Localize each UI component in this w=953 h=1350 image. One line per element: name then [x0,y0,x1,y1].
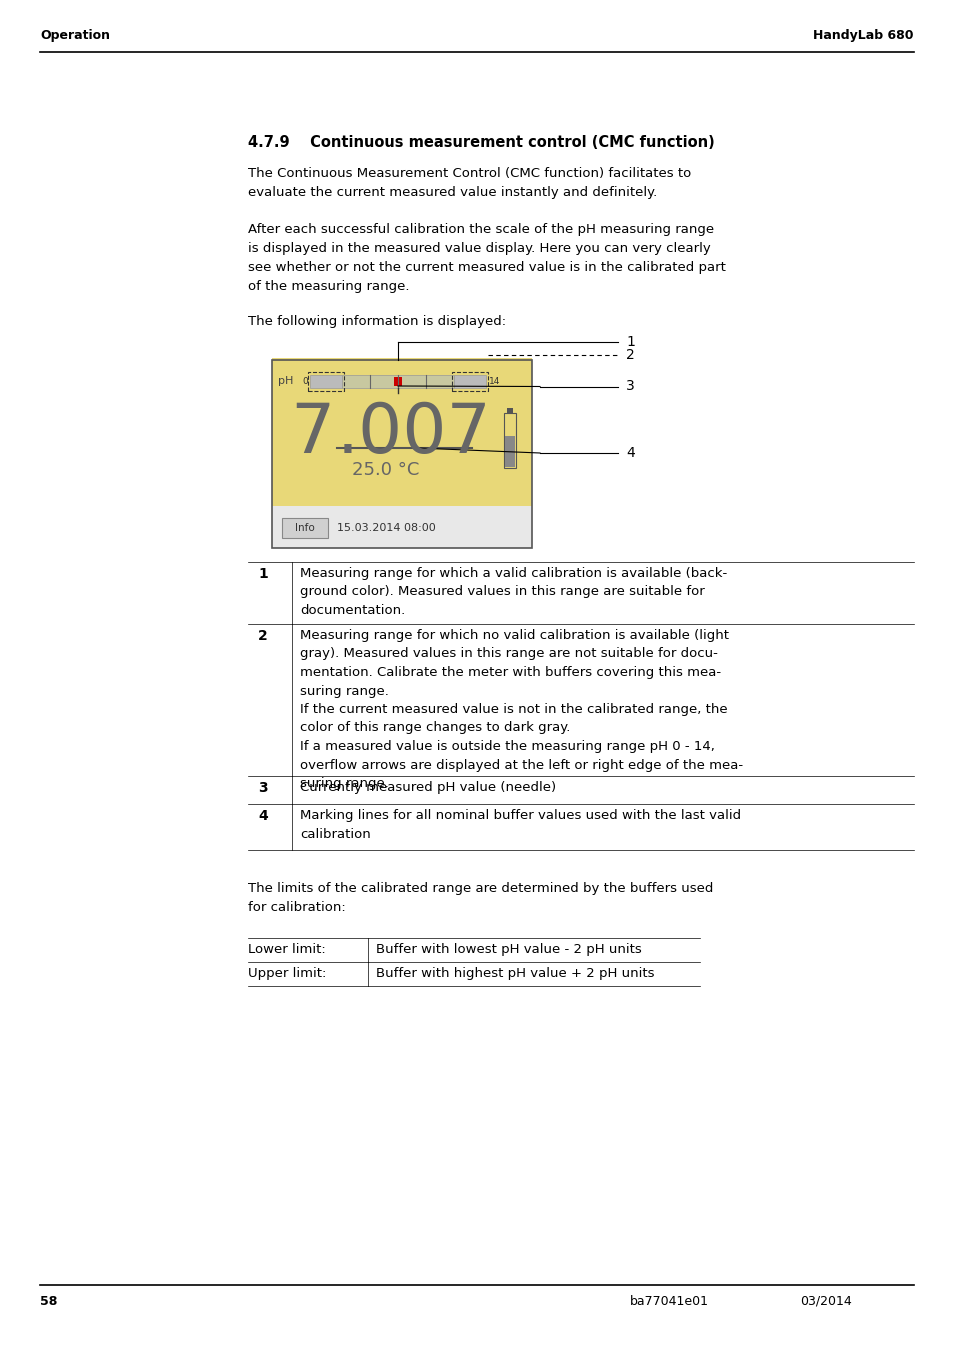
Text: Currently measured pH value (needle): Currently measured pH value (needle) [299,782,556,794]
Text: Measuring range for which a valid calibration is available (back-
ground color).: Measuring range for which a valid calibr… [299,567,726,617]
Text: 15.03.2014 08:00: 15.03.2014 08:00 [336,522,436,533]
Bar [341,375,454,387]
Text: 14: 14 [489,377,500,386]
Text: pH: pH [277,377,294,386]
Text: 1: 1 [625,335,634,350]
Text: 4: 4 [257,809,268,824]
Text: HandyLab 680: HandyLab 680 [813,28,913,42]
Text: Measuring range for which no valid calibration is available (light
gray). Measur: Measuring range for which no valid calib… [299,629,742,790]
Text: Upper limit:: Upper limit: [248,967,326,980]
Bar [506,408,513,413]
Text: The following information is displayed:: The following information is displayed: [248,315,506,328]
Bar [394,377,401,386]
Bar [308,373,344,391]
Bar [310,375,341,387]
Bar [454,375,485,387]
Bar [272,360,532,548]
Text: Lower limit:: Lower limit: [248,944,325,956]
Text: 2: 2 [625,348,634,362]
Text: 4: 4 [625,446,634,460]
Bar [272,506,532,548]
Text: 25.0 °C: 25.0 °C [352,460,419,479]
Text: .007: .007 [336,400,492,467]
Bar [282,518,328,539]
Bar [504,436,515,467]
Text: 2: 2 [257,629,268,643]
Text: The limits of the calibrated range are determined by the buffers used
for calibr: The limits of the calibrated range are d… [248,882,713,914]
Bar [452,373,488,391]
Bar [503,413,516,468]
Text: 3: 3 [625,379,634,393]
Text: Operation: Operation [40,28,110,42]
Text: 03/2014: 03/2014 [800,1295,851,1308]
Text: 58: 58 [40,1295,57,1308]
Text: Marking lines for all nominal buffer values used with the last valid
calibration: Marking lines for all nominal buffer val… [299,809,740,841]
Text: After each successful calibration the scale of the pH measuring range
is display: After each successful calibration the sc… [248,223,725,293]
Text: 1: 1 [257,567,268,580]
Text: ba77041e01: ba77041e01 [629,1295,708,1308]
Text: 0: 0 [302,377,308,386]
Text: 4.7.9    Continuous measurement control (CMC function): 4.7.9 Continuous measurement control (CM… [248,135,714,150]
Text: 7: 7 [290,400,334,467]
Text: Buffer with lowest pH value - 2 pH units: Buffer with lowest pH value - 2 pH units [375,944,641,956]
Text: Buffer with highest pH value + 2 pH units: Buffer with highest pH value + 2 pH unit… [375,967,654,980]
Bar [272,358,532,506]
Text: The Continuous Measurement Control (CMC function) facilitates to
evaluate the cu: The Continuous Measurement Control (CMC … [248,167,691,198]
Text: 3: 3 [257,782,268,795]
Text: Info: Info [294,522,314,533]
